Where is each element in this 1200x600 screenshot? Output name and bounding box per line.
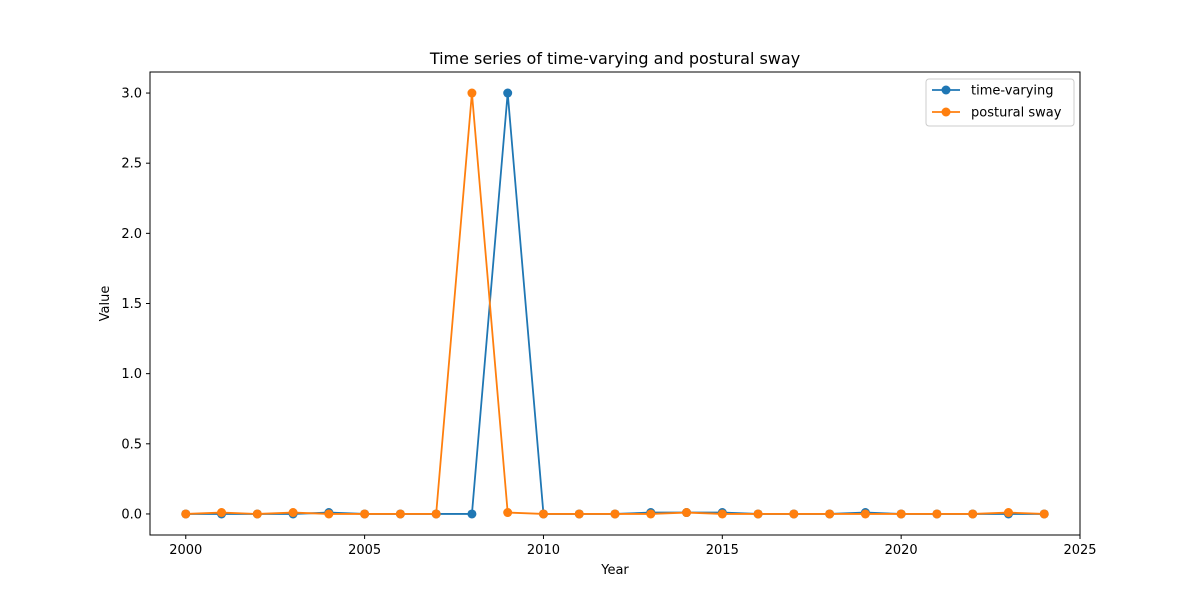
data-point [360, 509, 370, 519]
x-tick-label: 2025 [1063, 543, 1096, 558]
x-tick-label: 2020 [885, 543, 918, 558]
y-tick-label: 0.5 [121, 437, 142, 452]
data-point [574, 509, 584, 519]
data-point [503, 88, 513, 98]
y-tick-label: 0.0 [121, 507, 142, 522]
data-point [252, 509, 262, 519]
x-tick-label: 2010 [527, 543, 560, 558]
data-point [753, 509, 763, 519]
data-point [682, 508, 692, 518]
legend-label: postural sway [971, 106, 1062, 121]
y-tick-label: 3.0 [121, 87, 142, 102]
data-point [1003, 508, 1013, 518]
data-point [896, 509, 906, 519]
data-point [1039, 509, 1049, 519]
data-point [932, 509, 942, 519]
y-tick-label: 1.5 [121, 297, 142, 312]
x-tick-label: 2005 [348, 543, 381, 558]
y-tick-label: 2.0 [121, 227, 142, 242]
legend-box [925, 78, 1075, 127]
data-point [217, 508, 227, 518]
x-tick-label: 2015 [706, 543, 739, 558]
data-point [717, 509, 727, 519]
legend-marker [941, 107, 951, 117]
legend-marker [941, 85, 951, 95]
data-point [646, 509, 656, 519]
y-tick-label: 1.0 [121, 367, 142, 382]
x-axis-label: Year [600, 563, 629, 578]
y-axis: 0.0 0.5 1.0 1.5 2.0 2.5 3.0 [121, 87, 150, 522]
data-point [538, 509, 548, 519]
y-axis-label: Value [98, 286, 113, 322]
data-point [467, 509, 477, 519]
data-point [789, 509, 799, 519]
data-point [968, 509, 978, 519]
data-point [181, 509, 191, 519]
data-point [395, 509, 405, 519]
legend: time-varying postural sway [925, 78, 1075, 127]
data-point [431, 509, 441, 519]
legend-label: time-varying [971, 84, 1054, 99]
x-tick-label: 2000 [169, 543, 202, 558]
x-axis: 2000 2005 2010 2015 2020 2025 [169, 535, 1097, 558]
data-point [324, 509, 334, 519]
data-point [288, 508, 298, 518]
data-point [610, 509, 620, 519]
chart-title: Time series of time-varying and postural… [429, 49, 800, 68]
data-point [503, 508, 513, 518]
plot-area [181, 88, 1049, 519]
data-point [825, 509, 835, 519]
data-point [467, 88, 477, 98]
y-tick-label: 2.5 [121, 157, 142, 172]
data-point [860, 509, 870, 519]
